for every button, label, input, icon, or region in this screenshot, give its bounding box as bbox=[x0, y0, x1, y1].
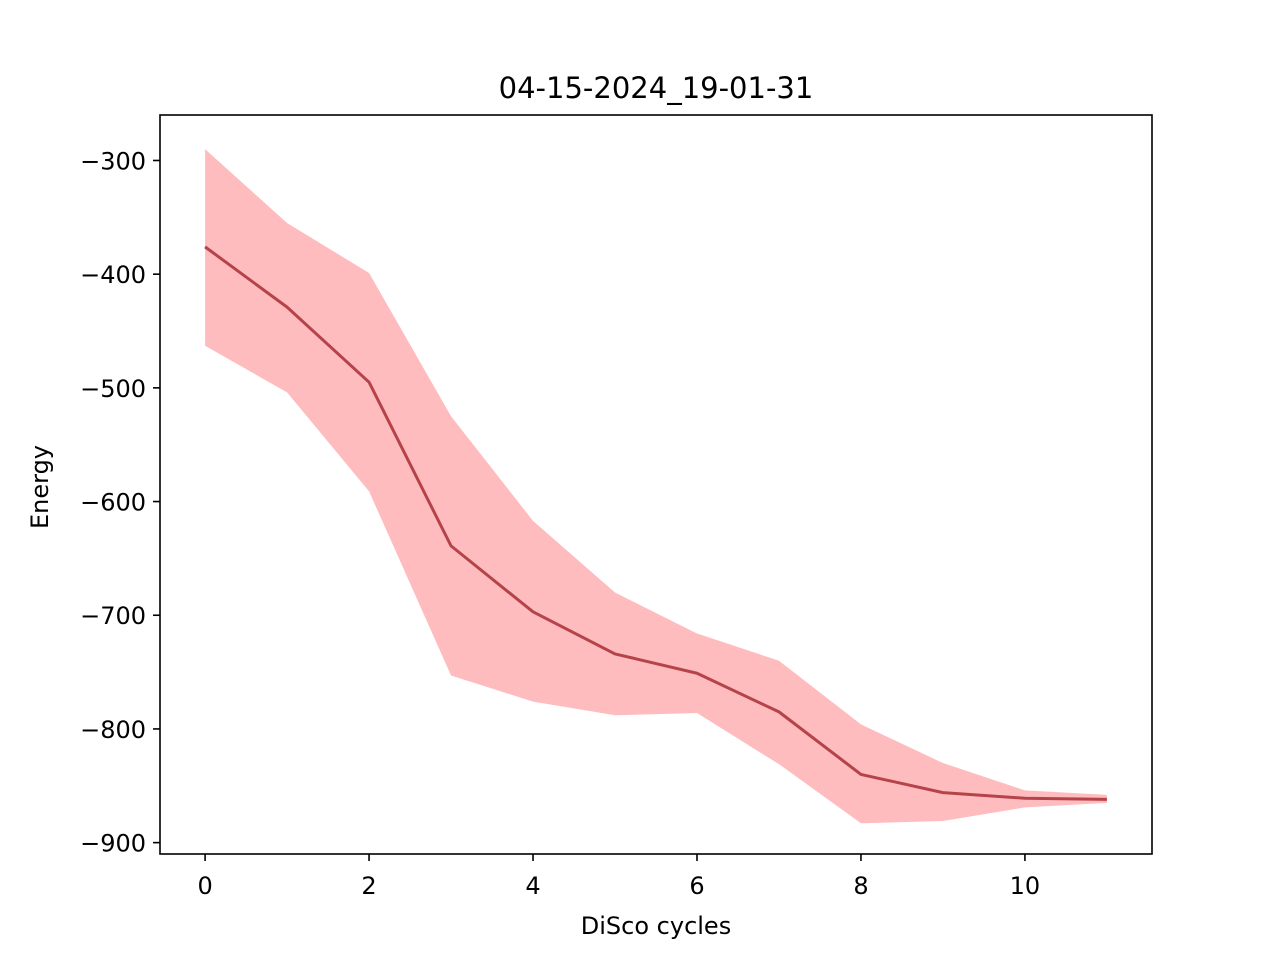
x-tick-label: 6 bbox=[689, 872, 704, 900]
data-point bbox=[941, 791, 944, 794]
x-tick-label: 10 bbox=[1010, 872, 1041, 900]
y-axis-label: Energy bbox=[26, 445, 54, 529]
data-point bbox=[1105, 798, 1108, 801]
plot-frame bbox=[159, 114, 1153, 855]
data-point bbox=[695, 672, 698, 675]
y-tick-label: −600 bbox=[80, 489, 146, 517]
x-axis-ticks: 0 2 4 6 8 10 bbox=[197, 854, 1040, 900]
confidence-band bbox=[205, 149, 1107, 824]
y-tick-label: −400 bbox=[80, 261, 146, 289]
series-line bbox=[204, 245, 1107, 801]
y-tick-label: −700 bbox=[80, 602, 146, 630]
plot-area bbox=[204, 149, 1108, 824]
y-tick-label: −900 bbox=[80, 830, 146, 858]
data-point bbox=[777, 710, 780, 713]
x-tick-label: 4 bbox=[525, 872, 540, 900]
x-axis-label: DiSco cycles bbox=[581, 912, 731, 940]
data-point bbox=[614, 652, 617, 655]
data-point bbox=[1023, 797, 1026, 800]
y-tick-label: −800 bbox=[80, 716, 146, 744]
data-point bbox=[450, 544, 453, 547]
x-tick-label: 8 bbox=[853, 872, 868, 900]
y-tick-label: −300 bbox=[80, 147, 146, 175]
series-line-layer bbox=[204, 245, 1108, 801]
confidence-band-layer bbox=[205, 149, 1107, 824]
chart-title: 04-15-2024_19-01-31 bbox=[499, 71, 814, 105]
data-point bbox=[532, 610, 535, 613]
x-tick-label: 0 bbox=[197, 872, 212, 900]
data-point bbox=[859, 773, 862, 776]
y-axis-ticks: −300 −400 −500 −600 −700 −800 −900 bbox=[80, 147, 160, 858]
data-point bbox=[368, 381, 371, 384]
data-point bbox=[286, 306, 289, 309]
data-point bbox=[204, 245, 207, 248]
x-tick-label: 2 bbox=[361, 872, 376, 900]
y-tick-label: −500 bbox=[80, 375, 146, 403]
